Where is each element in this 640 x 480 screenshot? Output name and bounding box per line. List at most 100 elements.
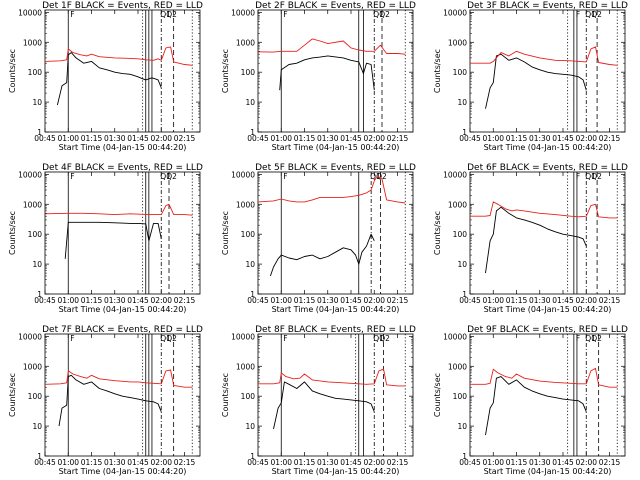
y-tick-label: 1 bbox=[462, 452, 467, 461]
x-tick-label: 00:45 bbox=[247, 296, 269, 305]
x-tick-label: 01:15 bbox=[506, 296, 528, 305]
x-tick-label: 01:45 bbox=[340, 134, 362, 143]
chart-panel: Det 9F BLACK = Events, RED = LLD 1 10 100 10… bbox=[433, 325, 628, 476]
x-tick-label: 01:30 bbox=[104, 296, 126, 305]
marker-label: Q2 bbox=[166, 10, 177, 19]
marker-label: Q1 bbox=[160, 172, 171, 181]
lld-series-line bbox=[44, 369, 193, 388]
events-series-line bbox=[485, 206, 587, 274]
x-axis-label: Start Time (04-Jan-15 00:44:20) bbox=[59, 143, 187, 152]
chart-panel: Det 3F BLACK = Events, RED = LLD 1 10 100 10… bbox=[433, 1, 628, 152]
plot-frame bbox=[469, 171, 626, 295]
x-tick-label: 00:45 bbox=[247, 134, 269, 143]
plot-frame bbox=[44, 333, 201, 457]
y-tick-label: 10000 bbox=[231, 170, 255, 179]
y-tick-label: 10 bbox=[457, 260, 467, 269]
events-series-line bbox=[279, 55, 375, 91]
y-tick-label: 1 bbox=[37, 290, 42, 299]
lld-series-line bbox=[44, 46, 193, 66]
y-tick-label: 10000 bbox=[231, 332, 255, 341]
marker-label: Q1 bbox=[160, 334, 171, 343]
marker-label: F bbox=[70, 334, 74, 343]
marker-label: Q2 bbox=[591, 334, 602, 343]
plot-frame bbox=[469, 333, 626, 457]
x-tick-label: 01:30 bbox=[529, 296, 551, 305]
y-tick-label: 100 bbox=[241, 230, 256, 239]
x-tick-label: 01:45 bbox=[552, 296, 574, 305]
marker-label: Q1 bbox=[585, 172, 596, 181]
x-tick-label: 01:15 bbox=[81, 134, 103, 143]
y-tick-label: 1 bbox=[462, 128, 467, 137]
events-series-line bbox=[269, 233, 375, 277]
marker-label: Q1 bbox=[585, 10, 596, 19]
lld-series-line bbox=[470, 201, 618, 219]
marker-label: F bbox=[283, 334, 287, 343]
events-series-line bbox=[485, 53, 587, 109]
x-tick-label: 01:15 bbox=[81, 296, 103, 305]
y-tick-label: 100 bbox=[28, 68, 43, 77]
marker-label: Q2 bbox=[166, 172, 177, 181]
y-tick-label: 1000 bbox=[236, 38, 255, 47]
events-series-line bbox=[56, 52, 162, 106]
x-axis-label: Start Time (04-Jan-15 00:44:20) bbox=[59, 467, 187, 476]
y-tick-label: 1 bbox=[37, 452, 42, 461]
y-tick-label: 100 bbox=[453, 230, 468, 239]
chart-title: Det 2F BLACK = Events, RED = LLD bbox=[255, 1, 416, 11]
chart-title: Det 3F BLACK = Events, RED = LLD bbox=[467, 1, 628, 11]
x-tick-label: 01:00 bbox=[270, 458, 292, 467]
x-tick-label: 02:15 bbox=[387, 296, 409, 305]
y-tick-label: 10 bbox=[32, 422, 42, 431]
y-tick-label: 100 bbox=[241, 392, 256, 401]
y-axis-label: Counts/sec bbox=[221, 373, 230, 417]
x-tick-label: 02:00 bbox=[363, 458, 385, 467]
y-tick-label: 1 bbox=[250, 452, 255, 461]
x-tick-label: 02:00 bbox=[150, 296, 172, 305]
chart-panel: Det 6F BLACK = Events, RED = LLD 1 10 100 10… bbox=[433, 163, 628, 314]
x-tick-label: 01:00 bbox=[57, 134, 79, 143]
marker-label: Q1 bbox=[373, 334, 384, 343]
y-tick-label: 10 bbox=[457, 422, 467, 431]
marker-label: F bbox=[70, 10, 74, 19]
y-tick-label: 10000 bbox=[443, 170, 467, 179]
lld-series-line bbox=[258, 368, 406, 387]
y-tick-label: 1000 bbox=[448, 200, 467, 209]
marker-label: Q2 bbox=[376, 172, 387, 181]
x-tick-label: 01:30 bbox=[317, 458, 339, 467]
x-tick-label: 01:15 bbox=[294, 134, 316, 143]
events-series-line bbox=[485, 376, 587, 436]
x-tick-label: 01:00 bbox=[482, 134, 504, 143]
x-tick-label: 01:45 bbox=[127, 134, 149, 143]
y-tick-label: 1000 bbox=[236, 362, 255, 371]
x-tick-label: 01:45 bbox=[127, 296, 149, 305]
x-tick-label: 02:00 bbox=[150, 134, 172, 143]
x-axis-label: Start Time (04-Jan-15 00:44:20) bbox=[59, 305, 187, 314]
x-tick-label: 01:30 bbox=[317, 296, 339, 305]
y-tick-label: 1000 bbox=[236, 200, 255, 209]
lld-series-line bbox=[470, 46, 618, 66]
x-tick-label: 00:45 bbox=[247, 458, 269, 467]
y-tick-label: 10000 bbox=[443, 8, 467, 17]
x-tick-label: 01:00 bbox=[57, 458, 79, 467]
y-tick-label: 1 bbox=[462, 290, 467, 299]
plot-frame bbox=[44, 9, 201, 133]
y-tick-label: 100 bbox=[28, 392, 43, 401]
y-axis-label: Counts/sec bbox=[433, 211, 442, 255]
lld-series-line bbox=[257, 38, 406, 55]
x-tick-label: 02:15 bbox=[387, 458, 409, 467]
y-axis-label: Counts/sec bbox=[8, 373, 17, 417]
chart-panel: Det 1F BLACK = Events, RED = LLD 1 10 100 10… bbox=[8, 1, 203, 152]
marker-label: Q2 bbox=[591, 172, 602, 181]
events-series-line bbox=[58, 374, 162, 427]
x-tick-label: 01:15 bbox=[294, 458, 316, 467]
x-tick-label: 02:00 bbox=[363, 134, 385, 143]
plot-frame bbox=[469, 9, 626, 133]
plot-frame bbox=[257, 9, 414, 133]
marker-label: Q1 bbox=[373, 10, 384, 19]
x-tick-label: 00:45 bbox=[34, 458, 56, 467]
y-axis-label: Counts/sec bbox=[8, 49, 17, 93]
marker-label: F bbox=[283, 10, 287, 19]
plot-frame bbox=[257, 333, 414, 457]
chart-title: Det 7F BLACK = Events, RED = LLD bbox=[42, 325, 203, 335]
y-tick-label: 10000 bbox=[18, 332, 42, 341]
